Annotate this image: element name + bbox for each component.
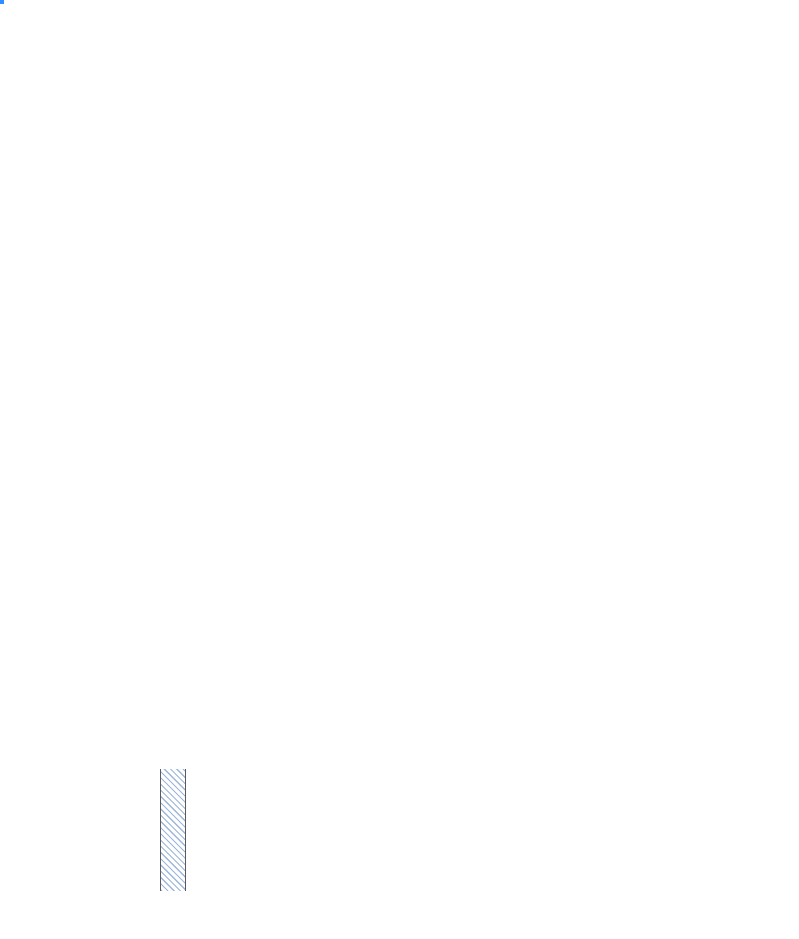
goes-event-band (160, 769, 186, 891)
solar-y-axis-label (4, 290, 24, 430)
flux-axis-label (14, 790, 34, 870)
aia-annotation-box (0, 0, 4, 4)
aia-full-disk-image (78, 8, 783, 713)
goes-flux-curve (74, 769, 792, 892)
